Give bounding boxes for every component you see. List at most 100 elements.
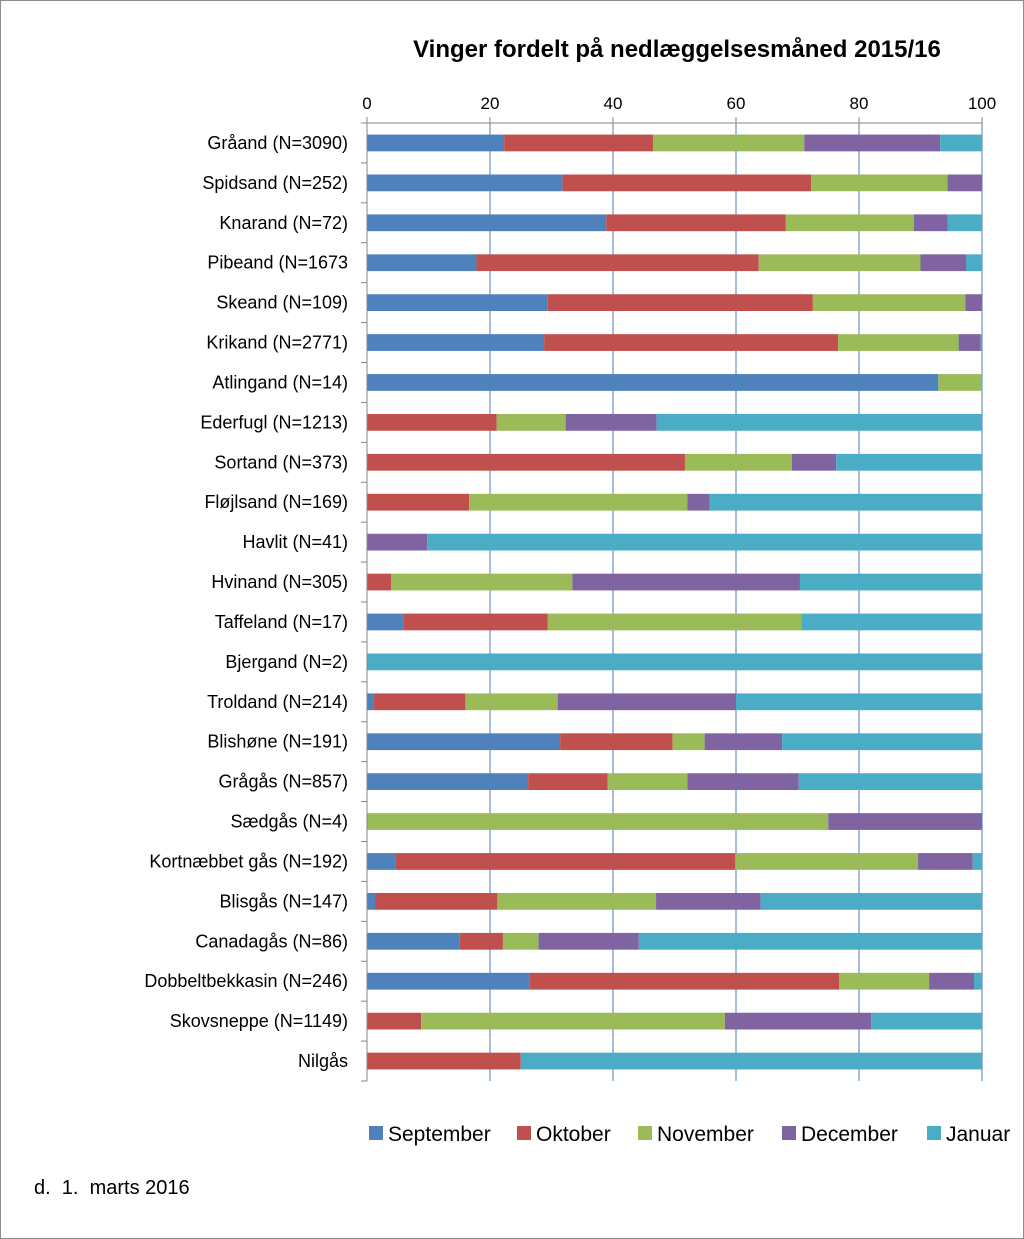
category-label: Fløjlsand (N=169) (204, 492, 348, 512)
bar-segment-december (687, 773, 799, 791)
bar-segment-november (785, 214, 914, 232)
category-label: Canadagås (N=86) (195, 931, 348, 951)
bar-segment-januar (760, 892, 982, 910)
bar-segment-december (791, 453, 837, 471)
bar-segment-november (684, 453, 792, 471)
bar-segment-november (758, 254, 921, 272)
category-label: Taffeland (N=17) (215, 612, 348, 632)
x-tick-label: 40 (604, 94, 623, 113)
bar-segment-november (367, 813, 829, 830)
bar-segment-september (367, 334, 545, 351)
x-tick-label: 60 (727, 94, 746, 113)
legend: September Oktober November December Januar (369, 1123, 1010, 1146)
bar-segment-december (704, 733, 783, 751)
bar-segment-december (804, 134, 941, 152)
bar-segment-november (469, 493, 688, 511)
bar-segment-oktober (367, 413, 497, 431)
bar-segment-september (367, 294, 548, 312)
bar-segment-september (367, 174, 563, 192)
category-label: Troldand (N=214) (207, 692, 348, 712)
bar-segment-november (811, 174, 948, 192)
bar-segment-september (367, 892, 375, 910)
bar-segment-december (557, 693, 736, 711)
category-label: Skovsneppe (N=1149) (170, 1011, 348, 1031)
bar-segment-december (913, 214, 948, 232)
x-tick-label: 20 (481, 94, 500, 113)
bar-segment-december (687, 493, 710, 511)
bar-segment-januar (782, 733, 982, 751)
category-label: Hvinand (N=305) (211, 572, 348, 592)
category-label: Dobbeltbekkasin (N=246) (144, 971, 348, 991)
gridlines (489, 123, 983, 1081)
bar-segment-oktober (606, 214, 786, 232)
bar-segment-september (367, 932, 460, 950)
bar-segment-januar (367, 653, 982, 671)
category-label: Kortnæbbet gås (N=192) (149, 851, 348, 871)
category-label: Sortand (N=373) (214, 452, 348, 472)
bar-segment-september (367, 134, 505, 152)
labels: 0 20 40 60 80 100 Gråand (N=3090) Spidsand (N=2… (144, 94, 996, 1071)
bar-segment-oktober (560, 733, 673, 751)
footnote: d. 1. marts 2016 (34, 1177, 190, 1199)
bar-segment-januar (974, 972, 982, 990)
bar-segment-november (547, 613, 802, 631)
bar-segment-september (367, 693, 374, 711)
category-label: Nilgås (298, 1051, 348, 1071)
bar-segment-november (812, 294, 966, 312)
bar-segment-januar (966, 254, 982, 272)
bar-segment-januar (656, 413, 982, 431)
bar-segment-november (421, 1012, 725, 1030)
bar-segment-oktober (367, 573, 391, 591)
bar-segment-oktober (367, 1052, 521, 1070)
bar-segment-oktober (547, 294, 813, 312)
legend-label-november: November (657, 1123, 754, 1146)
bar-segment-september (367, 254, 477, 272)
bar-segment-oktober (528, 773, 608, 791)
bar-segment-november (607, 773, 688, 791)
legend-label-oktober: Oktober (536, 1123, 611, 1146)
category-label: Krikand (N=2771) (206, 333, 348, 353)
bar-segment-oktober (367, 493, 470, 511)
bar-segment-september (367, 853, 396, 870)
category-label: Havlit (N=41) (242, 532, 348, 552)
bar-segment-januar (980, 334, 982, 351)
category-label: Ederfugl (N=1213) (200, 412, 348, 432)
bar-segment-september (367, 972, 530, 990)
bar-segment-december (724, 1012, 872, 1030)
bar-segment-januar (799, 573, 982, 591)
x-tick-label: 100 (968, 94, 996, 113)
bar-segment-januar (798, 773, 982, 791)
bar-segment-oktober (476, 254, 759, 272)
bar-segment-januar (427, 533, 982, 551)
bar-segment-januar (836, 453, 982, 471)
bar-segment-september (367, 733, 561, 751)
bar-segment-december (538, 932, 639, 950)
category-label: Spidsand (N=252) (202, 173, 348, 193)
bar-segment-december (920, 254, 967, 272)
bar-segment-november (839, 972, 930, 990)
bar-segment-november (652, 134, 805, 152)
bar-segment-december (656, 892, 761, 910)
category-label: Blishøne (N=191) (207, 732, 348, 752)
bar-segment-november (390, 573, 573, 591)
legend-label-januar: Januar (946, 1123, 1010, 1146)
bar-segment-december (965, 294, 982, 312)
bar-segment-november (497, 892, 657, 910)
category-label: Skeand (N=109) (216, 293, 348, 313)
legend-swatch-januar (927, 1126, 941, 1140)
bar-segment-november (502, 932, 539, 950)
bar-segment-september (367, 613, 404, 631)
bars (367, 134, 982, 1070)
bar-segment-november (672, 733, 705, 751)
bar-segment-september (367, 773, 529, 791)
bar-segment-november (838, 334, 959, 351)
bar-segment-december (367, 533, 428, 551)
bar-segment-november (496, 413, 566, 431)
bar-segment-oktober (373, 693, 466, 711)
bar-segment-oktober (395, 853, 736, 870)
category-label: Sædgås (N=4) (230, 812, 348, 832)
legend-label-december: December (801, 1123, 898, 1146)
category-label: Pibeand (N=1673 (207, 253, 348, 273)
category-label: Blisgås (N=147) (219, 891, 348, 911)
